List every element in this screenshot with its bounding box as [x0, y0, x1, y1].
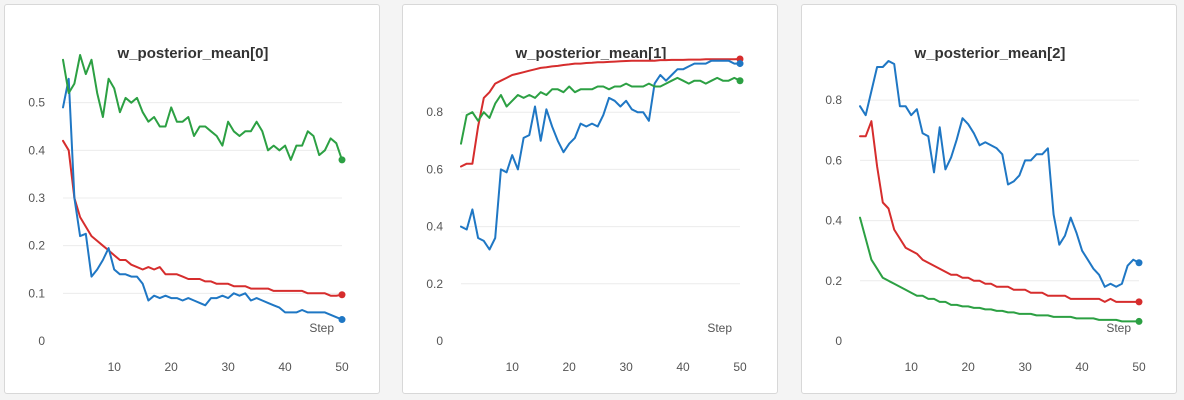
- chart-panel-1: w_posterior_mean[1] 0 0.2 0.4 0.6 0.8 10 20 30 40…: [402, 4, 778, 394]
- series-line-blue: [859, 60, 1140, 288]
- series-line-blue: [460, 59, 741, 251]
- x-tick-label: 50: [335, 360, 349, 374]
- y-tick-label: 0: [835, 334, 842, 348]
- y-tick-label: 0.2: [825, 274, 842, 288]
- x-tick-label: 40: [676, 360, 690, 374]
- x-tick-label: 30: [221, 360, 235, 374]
- y-tick-label: 0.4: [426, 220, 443, 234]
- line-chart-2: w_posterior_mean[2] 0 0.2 0.4 0.6 0.8 10 20 30 40…: [825, 45, 1146, 374]
- series-end-point-blue: [736, 60, 744, 68]
- x-axis-label: Step: [707, 321, 732, 335]
- y-tick-label: 0.2: [28, 239, 45, 253]
- chart-panel-0: w_posterior_mean[0] 0 0.1 0.2 0.3 0.4 0.5 10 20 3…: [4, 4, 380, 394]
- series-end-point-blue: [1135, 259, 1143, 267]
- series-line-green: [460, 76, 741, 145]
- x-tick-label: 30: [1018, 360, 1032, 374]
- series-line-red: [859, 120, 1140, 303]
- series-end-point-green: [338, 156, 346, 164]
- y-tick-label: 0.6: [825, 153, 842, 167]
- x-tick-label: 10: [905, 360, 919, 374]
- x-tick-label: 30: [619, 360, 633, 374]
- x-axis-label: Step: [1106, 321, 1131, 335]
- y-tick-label: 0.2: [426, 277, 443, 291]
- series-end-point-red: [338, 291, 346, 299]
- x-tick-label: 10: [108, 360, 122, 374]
- y-tick-label: 0.3: [28, 191, 45, 205]
- y-tick-label: 0.4: [28, 143, 45, 157]
- line-chart-1: w_posterior_mean[1] 0 0.2 0.4 0.6 0.8 10 20 30 40…: [426, 45, 747, 374]
- chart-title: w_posterior_mean[1]: [515, 45, 667, 62]
- series-line-red: [62, 139, 343, 297]
- series-end-point-green: [736, 77, 744, 85]
- chart-panel-2: w_posterior_mean[2] 0 0.2 0.4 0.6 0.8 10 20 30 40…: [801, 4, 1177, 394]
- x-tick-label: 20: [165, 360, 179, 374]
- y-tick-label: 0.1: [28, 286, 45, 300]
- series-line-green: [62, 54, 343, 161]
- series-end-point-red: [1135, 298, 1143, 306]
- chart-title: w_posterior_mean[2]: [914, 45, 1066, 62]
- y-tick-label: 0.8: [825, 93, 842, 107]
- x-tick-label: 50: [1132, 360, 1146, 374]
- x-axis-label: Step: [309, 321, 334, 335]
- y-tick-label: 0: [38, 334, 45, 348]
- series-end-point-green: [1135, 317, 1143, 325]
- y-tick-label: 0.4: [825, 214, 842, 228]
- y-tick-label: 0: [436, 334, 443, 348]
- y-tick-label: 0.5: [28, 96, 45, 110]
- series-end-point-blue: [338, 316, 346, 324]
- y-tick-label: 0.8: [426, 105, 443, 119]
- x-tick-label: 10: [506, 360, 520, 374]
- y-tick-label: 0.6: [426, 162, 443, 176]
- x-tick-label: 40: [278, 360, 292, 374]
- x-tick-label: 40: [1075, 360, 1089, 374]
- series-line-green: [859, 216, 1140, 323]
- x-tick-label: 50: [733, 360, 747, 374]
- line-chart-0: w_posterior_mean[0] 0 0.1 0.2 0.3 0.4 0.5 10 20 3…: [28, 45, 349, 374]
- chart-title: w_posterior_mean[0]: [117, 45, 269, 62]
- x-tick-label: 20: [962, 360, 976, 374]
- series-line-blue: [62, 77, 343, 321]
- series-line-red: [460, 58, 741, 168]
- x-tick-label: 20: [563, 360, 577, 374]
